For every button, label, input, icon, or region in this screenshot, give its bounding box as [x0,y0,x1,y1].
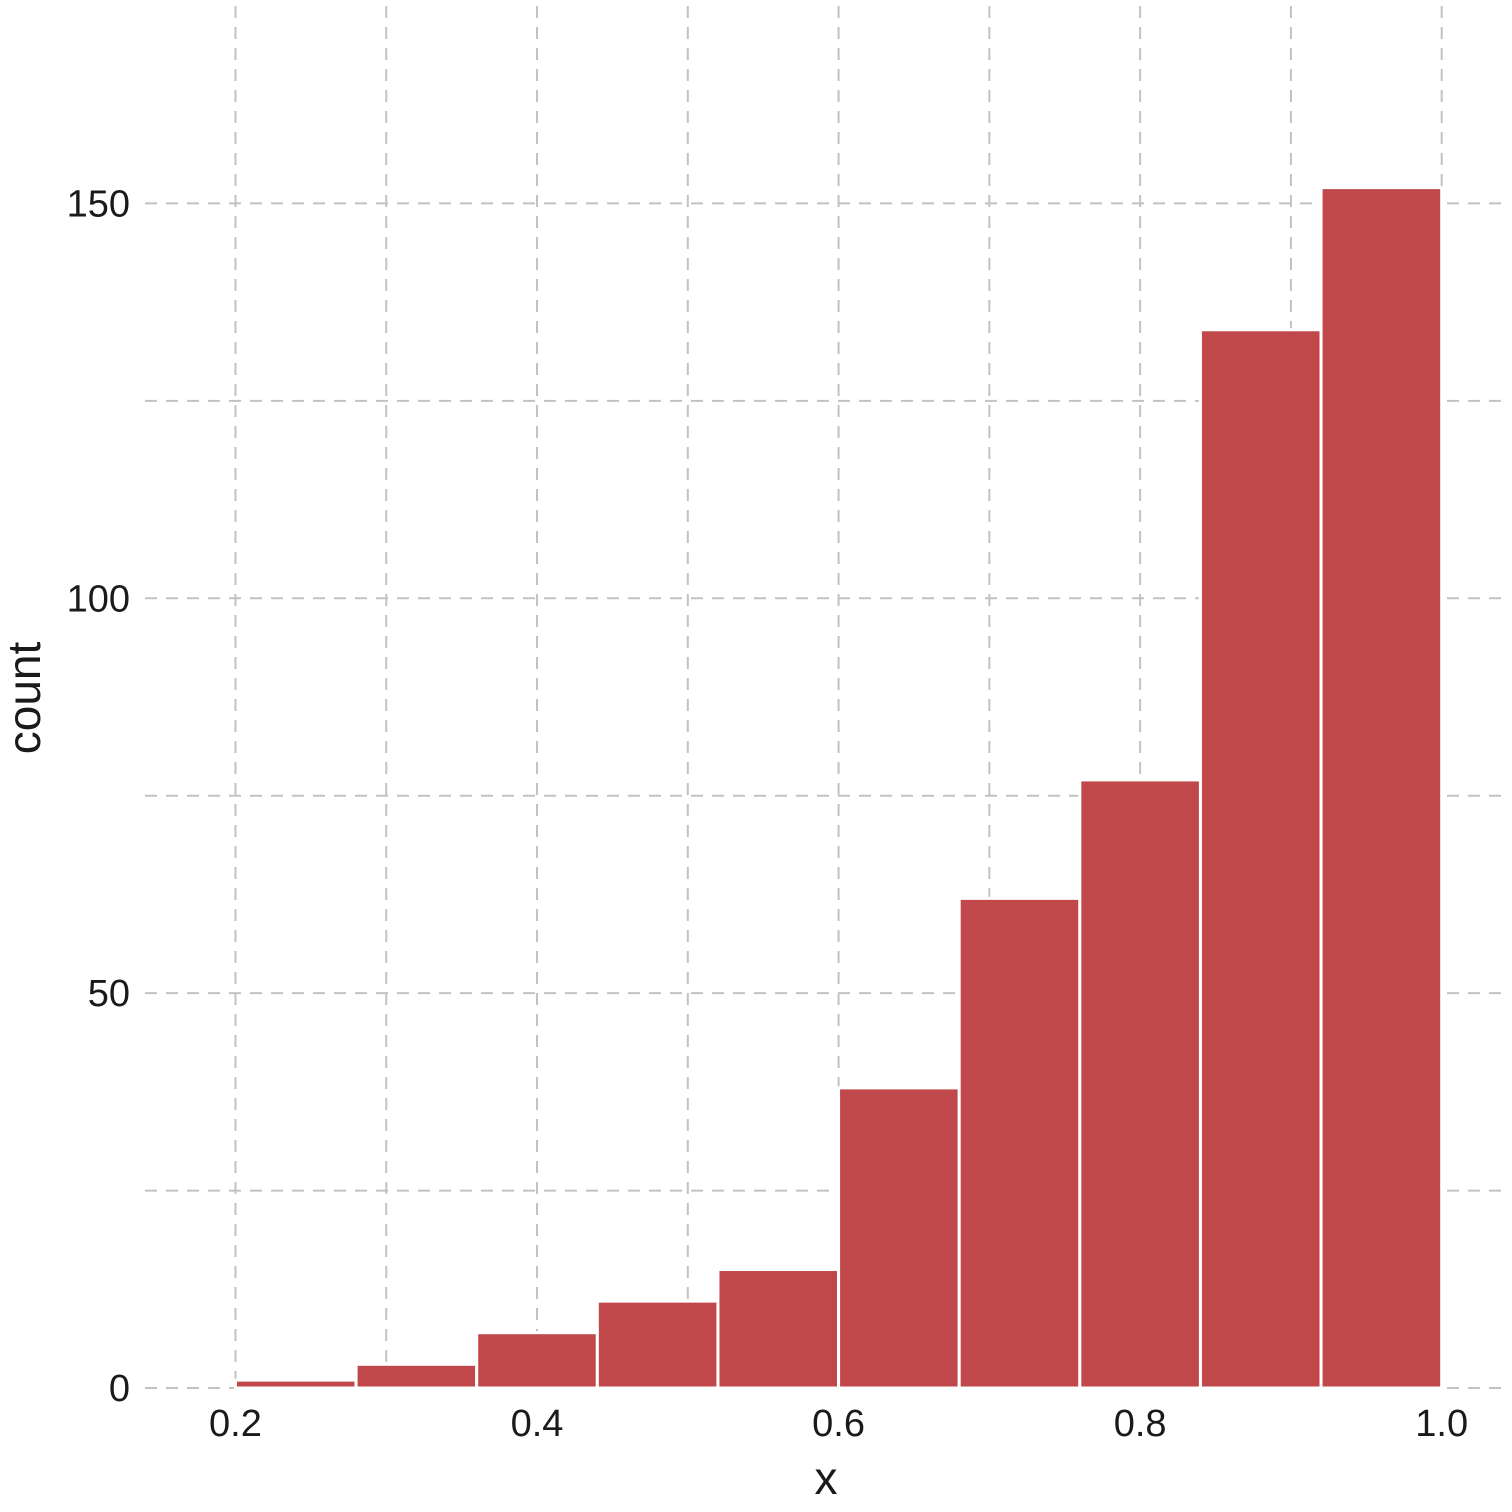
y-tick-label: 0 [109,1368,130,1410]
y-axis-title: count [0,642,50,755]
histogram-bar [354,1362,479,1390]
histogram-bar [1319,186,1444,1390]
y-tick-label: 100 [67,578,130,620]
x-tick-label: 0.4 [511,1403,564,1445]
histogram-bar [233,1378,358,1390]
y-tick-label: 50 [88,973,130,1015]
histogram-bar [957,896,1082,1390]
histogram-bar [475,1331,599,1390]
x-tick-label: 1.0 [1415,1403,1468,1445]
y-axis-ticks: 0 50 100 150 [67,183,130,1410]
bars [233,186,1444,1390]
x-axis-ticks: 0.2 0.4 0.6 0.8 1.0 [209,1403,1468,1445]
histogram-bar [716,1268,841,1390]
x-tick-label: 0.8 [1114,1403,1167,1445]
histogram-bar [595,1299,720,1390]
x-tick-label: 0.6 [812,1403,865,1445]
x-tick-label: 0.2 [209,1403,262,1445]
x-axis-title: x [815,1452,838,1504]
y-tick-label: 150 [67,183,130,225]
histogram-bar [1198,328,1323,1390]
histogram-bar [1078,778,1202,1390]
histogram-bar [837,1086,961,1390]
